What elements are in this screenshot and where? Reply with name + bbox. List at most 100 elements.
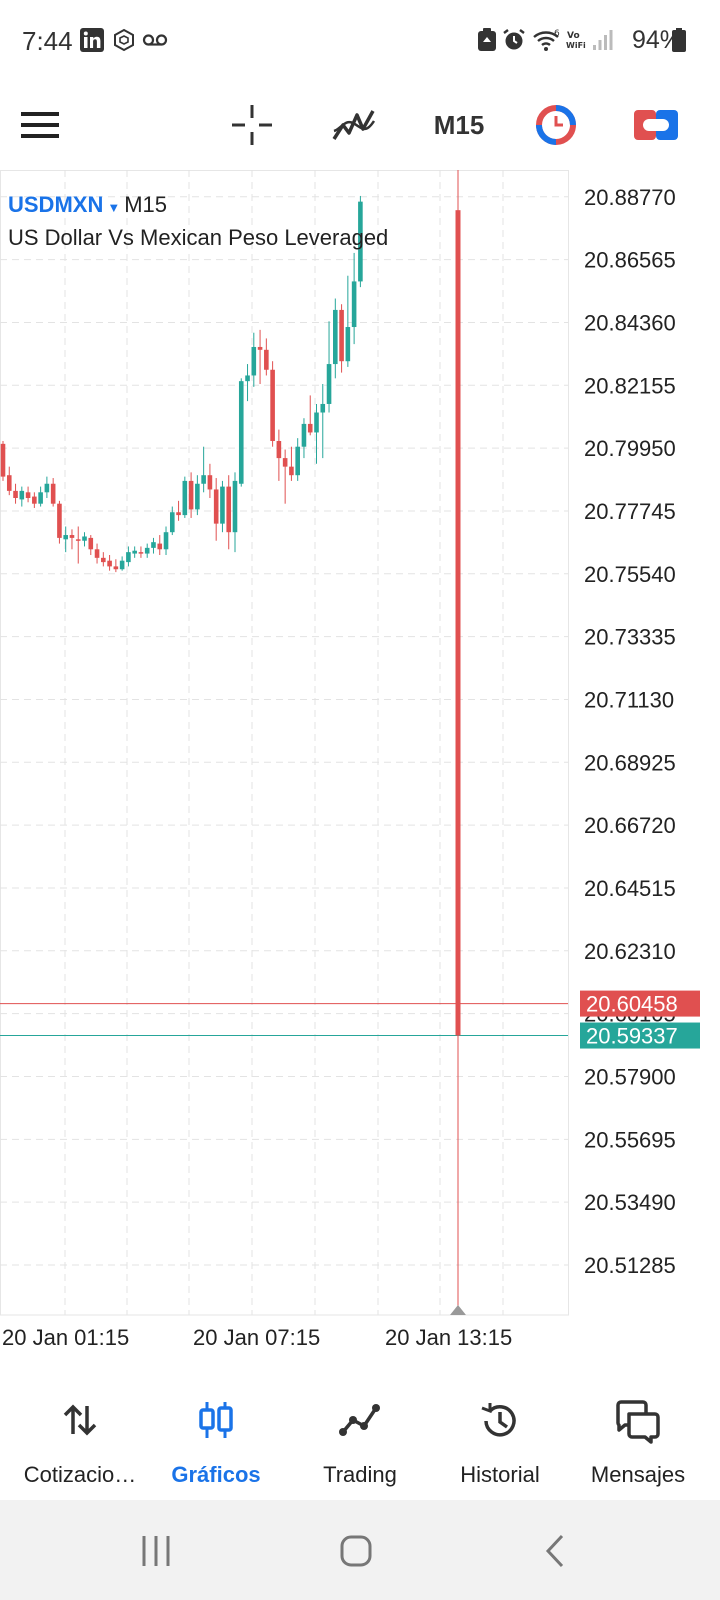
candle-body <box>195 483 200 510</box>
candle-body <box>276 441 282 459</box>
plot-frame <box>0 170 569 1316</box>
candle-body <box>351 281 357 328</box>
candle-body <box>333 309 338 365</box>
nav-history[interactable]: Historial <box>428 1380 572 1500</box>
system-navigation-bar <box>0 1500 720 1600</box>
candle-body <box>295 446 300 476</box>
candle-body <box>201 475 206 484</box>
candle-body <box>245 375 250 382</box>
time-marker-triangle <box>450 1305 466 1315</box>
candle-body <box>107 560 112 567</box>
nav-messages[interactable]: Mensajes <box>566 1380 710 1500</box>
chart-symbol-info[interactable]: USDMXN ▼ M15 US Dollar Vs Mexican Peso Lev… <box>8 192 388 253</box>
candle-body <box>38 492 43 504</box>
candle-body <box>345 327 351 362</box>
candle-body <box>176 512 181 516</box>
candle-body <box>94 549 100 558</box>
recents-button[interactable] <box>126 1526 186 1576</box>
indicators-icon <box>332 110 376 140</box>
app-hexagon-icon <box>114 28 134 52</box>
candle-body <box>113 566 119 570</box>
symbol-dropdown-icon[interactable]: ▼ <box>107 200 121 215</box>
bottom-navigation: Cotizacio… Gráficos Trading Historial <box>0 1380 720 1500</box>
candle-body <box>32 496 37 504</box>
nav-quotes[interactable]: Cotizacio… <box>8 1380 152 1500</box>
recents-icon <box>142 1536 170 1566</box>
candle-body <box>232 480 238 533</box>
candle-body <box>226 486 232 533</box>
candle-body <box>144 547 150 554</box>
trading-icon <box>339 1404 380 1436</box>
candle-body <box>314 412 319 433</box>
price-axis-label: 20.73335 <box>584 625 676 650</box>
candle-body <box>82 536 87 541</box>
symbol-name[interactable]: USDMXN <box>8 192 104 217</box>
wifi-call-icon: 6 <box>533 29 560 51</box>
svg-text:Vo: Vo <box>567 31 580 41</box>
home-button[interactable] <box>326 1526 386 1576</box>
candle-body <box>358 201 363 282</box>
candle-body <box>182 480 188 516</box>
nav-messages-label: Mensajes <box>590 1462 686 1487</box>
bid-price-tag-bg <box>580 1022 700 1049</box>
nav-charts-label: Gráficos <box>171 1462 261 1487</box>
chart-color-button[interactable] <box>526 80 586 170</box>
messages-icon <box>616 1400 660 1444</box>
candle-body <box>75 539 81 541</box>
candle-body <box>270 369 275 442</box>
ask-price-tag-bg <box>580 990 700 1017</box>
vowifi-icon: Vo WiFi <box>566 31 586 50</box>
battery-icon <box>672 28 686 52</box>
candle-body <box>238 381 244 484</box>
svg-text:WiFi: WiFi <box>566 41 586 50</box>
crosshair-button[interactable] <box>222 80 282 170</box>
crosshair-icon <box>232 105 272 145</box>
price-axis-label: 20.68925 <box>584 750 676 775</box>
menu-button[interactable] <box>10 80 70 170</box>
candle-body <box>320 403 326 413</box>
candle-body <box>339 309 344 362</box>
price-axis-label: 20.64515 <box>584 876 676 901</box>
candle-body <box>126 552 131 563</box>
symbol-description: US Dollar Vs Mexican Peso Leveraged <box>8 225 389 250</box>
price-chart[interactable]: 20.88770 20.86565 20.84360 20.82155 20.79950… <box>0 170 720 1380</box>
trade-toggle-button[interactable] <box>626 80 686 170</box>
chart-canvas[interactable]: 20.88770 20.86565 20.84360 20.82155 20.79950… <box>0 170 720 1380</box>
candle-body <box>207 475 213 490</box>
chart-timeframe: M15 <box>124 192 168 217</box>
indicators-button[interactable] <box>324 80 384 170</box>
alarm-icon <box>503 29 525 50</box>
nav-history-label: Historial <box>460 1462 540 1487</box>
chart-toolbar: M15 <box>0 80 720 170</box>
signal-icon <box>593 30 613 50</box>
timeframe-label: M15 <box>433 109 485 140</box>
ask-price-tag: 20.60458 <box>586 992 678 1017</box>
home-icon <box>340 1535 372 1567</box>
candle-body <box>88 537 94 550</box>
candle-body <box>163 532 169 550</box>
charts-icon <box>199 1402 233 1438</box>
time-axis-label: 20 Jan 01:15 <box>2 1325 129 1350</box>
timeframe-button[interactable]: M15 <box>414 80 504 170</box>
candle-body <box>57 503 62 538</box>
nav-trading[interactable]: Trading <box>288 1380 432 1500</box>
candle-body <box>13 490 18 498</box>
chart-color-icon <box>536 105 576 145</box>
candle-body <box>264 349 269 370</box>
price-axis-label: 20.77745 <box>584 499 676 524</box>
candle-body <box>282 458 288 467</box>
back-button[interactable] <box>526 1526 586 1576</box>
candle-body <box>6 475 12 491</box>
candle-body <box>0 443 6 477</box>
price-axis-label: 20.53490 <box>584 1190 676 1215</box>
candle-body <box>220 486 225 524</box>
price-axis-label: 20.55695 <box>584 1127 676 1152</box>
bid-price-tag: 20.59337 <box>586 1024 678 1049</box>
candle-body <box>455 210 461 1036</box>
candle-body <box>151 542 156 548</box>
price-axis-label: 20.62310 <box>584 939 676 964</box>
nav-charts[interactable]: Gráficos <box>144 1380 288 1500</box>
candle-body <box>101 557 106 563</box>
price-axis-label: 20.82155 <box>584 373 676 398</box>
price-axis-label: 20.71130 <box>584 687 674 712</box>
